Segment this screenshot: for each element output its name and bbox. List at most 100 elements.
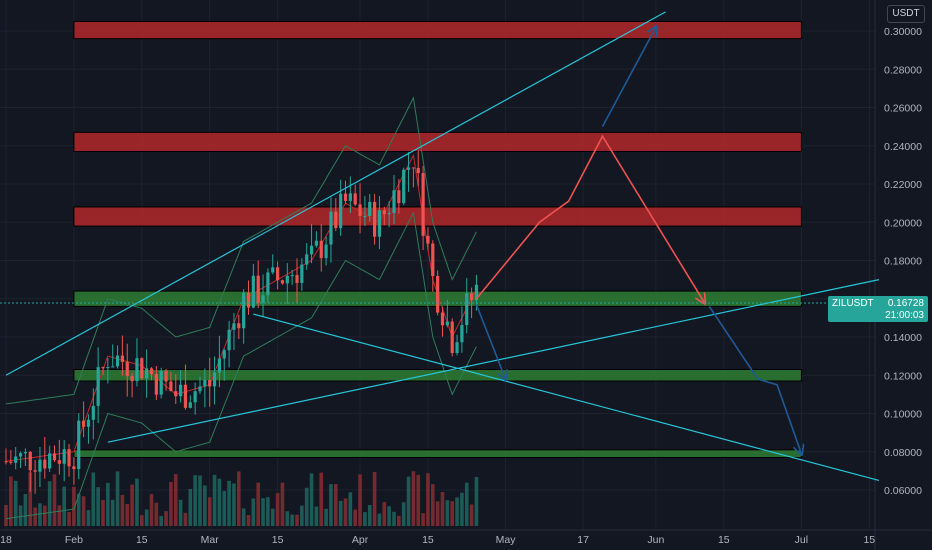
candle-body bbox=[276, 267, 280, 281]
band-upper bbox=[5, 96, 477, 405]
candle-body bbox=[426, 235, 430, 244]
volume-bar bbox=[115, 471, 120, 526]
volume-bar bbox=[101, 499, 105, 526]
volume-bar bbox=[4, 505, 8, 526]
currency-badge[interactable]: USDT bbox=[887, 5, 925, 23]
volume-bar bbox=[450, 501, 454, 526]
candle-body bbox=[256, 275, 260, 303]
trendlines bbox=[5, 11, 880, 482]
volume-bar bbox=[435, 501, 440, 526]
candle-body bbox=[251, 275, 255, 308]
x-tick-label: May bbox=[496, 534, 517, 546]
candle-body bbox=[470, 293, 474, 301]
candle-body bbox=[271, 267, 275, 273]
volume-bar bbox=[397, 515, 401, 526]
volume-bar bbox=[280, 482, 285, 526]
projection-arrows bbox=[475, 27, 801, 454]
volume-bar bbox=[261, 498, 265, 526]
support-zone bbox=[73, 369, 802, 382]
volume-bar bbox=[188, 488, 193, 526]
volume-bar bbox=[130, 484, 134, 526]
volume-bar bbox=[28, 472, 33, 526]
volume-bar bbox=[96, 487, 100, 526]
candle-body bbox=[62, 449, 66, 464]
volume-bar bbox=[81, 496, 86, 526]
volume-bar bbox=[91, 472, 96, 526]
candle-body bbox=[232, 323, 236, 330]
x-tick-label: 15 bbox=[863, 534, 875, 546]
volume-bar bbox=[440, 492, 445, 526]
candle-body bbox=[227, 329, 231, 351]
candle-body bbox=[169, 381, 173, 392]
volume-bar bbox=[183, 512, 188, 526]
volume-bar bbox=[57, 505, 62, 526]
volume-bar bbox=[140, 515, 144, 526]
volume-bar bbox=[421, 513, 425, 526]
candle-body bbox=[208, 379, 212, 387]
candle-body bbox=[193, 391, 197, 403]
candle-body bbox=[465, 293, 469, 326]
resistance-zone bbox=[73, 206, 802, 227]
volume-bar bbox=[169, 481, 173, 526]
volume-bar bbox=[377, 513, 382, 526]
candle-body bbox=[406, 167, 411, 170]
volume-bar bbox=[445, 500, 450, 526]
candle-body bbox=[237, 323, 241, 329]
candle-body bbox=[135, 358, 139, 382]
volume-bar bbox=[38, 503, 42, 526]
candle-body bbox=[86, 419, 91, 427]
volume-bar bbox=[270, 508, 275, 526]
volume-bar bbox=[67, 511, 71, 526]
x-tick-label: 15 bbox=[718, 534, 730, 546]
candle-body bbox=[67, 449, 71, 467]
volume-bar bbox=[76, 493, 81, 526]
candle-body bbox=[130, 375, 134, 382]
volume-bar bbox=[314, 506, 319, 526]
candle-body bbox=[154, 374, 158, 395]
price-axis: 0.30000 0.28000 0.26000 0.24000 0.22000 0.200… bbox=[884, 26, 922, 497]
volume-bar bbox=[304, 487, 309, 526]
last-price-tag: ZILUSDT 0.16728 21:00:03 bbox=[828, 296, 928, 322]
volume-bar bbox=[237, 471, 241, 526]
candle-body bbox=[48, 453, 52, 469]
volume-bar bbox=[23, 494, 28, 526]
candle-body bbox=[363, 215, 367, 217]
candle-body bbox=[188, 402, 192, 408]
volume-bar bbox=[62, 486, 66, 526]
volume-bar bbox=[154, 502, 159, 526]
volume-bar bbox=[52, 474, 57, 526]
resistance-zone bbox=[73, 131, 802, 152]
volume-bar bbox=[329, 484, 333, 526]
time-axis: 18 Feb 15 Mar 15 Apr 15 May 17 Jun 15 Jul 15 bbox=[0, 534, 875, 546]
volume-bar bbox=[125, 504, 130, 526]
symbol-label: ZILUSDT bbox=[832, 298, 874, 309]
candle-body bbox=[222, 350, 226, 359]
candle-body bbox=[120, 355, 124, 362]
volume-bar bbox=[164, 511, 168, 526]
candle-body bbox=[402, 169, 406, 204]
y-tick-label: 0.24000 bbox=[884, 141, 922, 153]
volume-bar bbox=[198, 475, 202, 526]
volume-bar bbox=[363, 512, 367, 526]
candle-body bbox=[305, 254, 309, 265]
candle-body bbox=[319, 240, 323, 259]
candle-body bbox=[339, 193, 343, 229]
volume-bar bbox=[406, 476, 411, 526]
volume-bar bbox=[382, 502, 387, 526]
volume-bar bbox=[338, 500, 343, 526]
volume-bars bbox=[4, 471, 479, 526]
candle-body bbox=[431, 243, 435, 276]
volume-bar bbox=[159, 515, 163, 526]
candle-body bbox=[377, 210, 382, 237]
candle-body bbox=[314, 240, 318, 246]
volume-bar bbox=[173, 474, 178, 526]
volume-bar bbox=[13, 480, 18, 526]
candle-body bbox=[106, 367, 110, 369]
volume-bar bbox=[474, 477, 479, 526]
volume-bar bbox=[358, 474, 362, 526]
candle-body bbox=[33, 470, 37, 472]
candle-body bbox=[179, 384, 183, 397]
x-tick-label: 15 bbox=[136, 534, 148, 546]
volume-bar bbox=[460, 492, 464, 526]
